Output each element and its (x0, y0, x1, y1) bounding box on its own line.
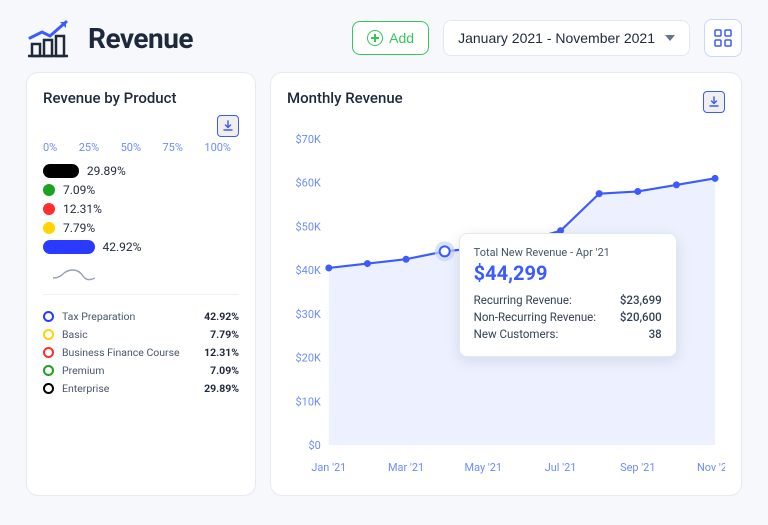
revenue-logo-icon (26, 18, 74, 58)
legend-value: 12.31% (204, 346, 239, 359)
bar-shape (43, 184, 55, 196)
tooltip-line: Recurring Revenue: $23,699 (474, 293, 662, 307)
monthly-revenue-card: Monthly Revenue $0 $10K $20K $30K $40K $50K $6… (270, 72, 742, 496)
tooltip-line: New Customers: 38 (474, 327, 662, 341)
tooltip-line-label: Non-Recurring Revenue: (474, 310, 596, 324)
legend-value: 7.09% (210, 364, 239, 377)
y-tick-label: $70K (296, 133, 321, 146)
tooltip-line-value: $23,699 (620, 293, 662, 307)
y-tick-label: $50K (296, 220, 321, 233)
download-icon (222, 120, 234, 132)
tooltip-value: $44,299 (474, 261, 662, 285)
legend-swatch-icon (43, 365, 54, 376)
product-bar-row: 42.92% (43, 240, 239, 254)
product-bars: 29.89% 7.09% 12.31% 7.79% 42.92% (43, 164, 239, 254)
bar-pct-label: 7.09% (63, 183, 95, 197)
legend-name: Enterprise (62, 382, 204, 395)
chart-marker (403, 256, 410, 263)
bar-pct-label: 42.92% (103, 240, 142, 254)
bar-pct-label: 7.79% (63, 221, 95, 235)
legend-name: Basic (62, 328, 210, 341)
chevron-down-icon (665, 35, 675, 41)
download-monthly-button[interactable] (703, 91, 725, 113)
monthly-chart: $0 $10K $20K $30K $40K $50K $60K $70K Jan '21 Mar… (287, 121, 725, 481)
legend-value: 7.79% (210, 328, 239, 341)
legend-swatch-icon (43, 329, 54, 340)
main-content: Revenue by Product 0% 25% 50% 75% 100% 29.89… (0, 72, 768, 514)
chart-marker (673, 181, 680, 188)
page-title: Revenue (88, 22, 193, 55)
legend-swatch-icon (43, 311, 54, 322)
tooltip-title: Total New Revenue - Apr '21 (474, 246, 662, 259)
chart-marker (364, 260, 371, 267)
revenue-by-product-card: Revenue by Product 0% 25% 50% 75% 100% 29.89… (26, 72, 256, 496)
page-header: Revenue Add January 2021 - November 2021 (0, 0, 768, 72)
chart-highlight-marker (440, 246, 450, 256)
bar-shape (43, 164, 79, 178)
tooltip-line-label: Recurring Revenue: (474, 293, 572, 307)
y-tick-label: $10K (296, 395, 321, 408)
x-tick-label: Sep '21 (620, 461, 655, 474)
legend-name: Tax Preparation (62, 310, 204, 323)
y-tick-label: $40K (296, 264, 321, 277)
chart-marker (596, 190, 603, 197)
legend-row: Premium7.09% (43, 364, 239, 377)
download-icon (708, 96, 720, 108)
grid-view-button[interactable] (704, 19, 742, 57)
legend-value: 42.92% (204, 310, 239, 323)
legend-value: 29.89% (204, 382, 239, 395)
legend-swatch-icon (43, 383, 54, 394)
plus-circle-icon (367, 30, 383, 46)
date-range-label: January 2021 - November 2021 (458, 30, 655, 46)
download-product-button[interactable] (217, 115, 239, 137)
y-tick-label: $20K (296, 352, 321, 365)
monthly-card-title: Monthly Revenue (287, 89, 403, 107)
axis-tick: 0% (43, 141, 57, 154)
legend-row: Business Finance Course12.31% (43, 346, 239, 359)
bar-shape (43, 222, 55, 234)
x-tick-label: Mar '21 (388, 461, 424, 474)
axis-tick: 75% (163, 141, 183, 154)
tooltip-line-value: 38 (649, 327, 662, 341)
y-tick-label: $0 (309, 439, 321, 452)
legend-name: Premium (62, 364, 210, 377)
y-tick-label: $30K (296, 308, 321, 321)
date-range-picker[interactable]: January 2021 - November 2021 (443, 20, 690, 56)
bar-pct-label: 29.89% (87, 164, 126, 178)
axis-tick: 100% (204, 141, 231, 154)
chart-marker (634, 188, 641, 195)
x-tick-label: Nov '21 (697, 461, 725, 474)
product-bar-row: 29.89% (43, 164, 239, 178)
grid-icon (714, 29, 732, 47)
product-bar-row: 7.09% (43, 183, 239, 197)
legend-swatch-icon (43, 347, 54, 358)
axis-tick: 50% (121, 141, 141, 154)
tooltip-line-label: New Customers: (474, 327, 559, 341)
product-card-title: Revenue by Product (43, 89, 176, 107)
add-button[interactable]: Add (352, 21, 429, 55)
product-bar-row: 7.79% (43, 221, 239, 235)
tooltip-line: Non-Recurring Revenue: $20,600 (474, 310, 662, 324)
product-bar-row: 12.31% (43, 202, 239, 216)
product-axis: 0% 25% 50% 75% 100% (43, 141, 239, 154)
add-button-label: Add (389, 30, 414, 46)
chart-marker (712, 175, 719, 182)
legend-row: Enterprise29.89% (43, 382, 239, 395)
chart-tooltip: Total New Revenue - Apr '21 $44,299 Recu… (459, 233, 677, 357)
tooltip-line-value: $20,600 (620, 310, 662, 324)
x-tick-label: Jan '21 (311, 461, 346, 474)
legend-row: Tax Preparation42.92% (43, 310, 239, 323)
bar-pct-label: 12.31% (63, 202, 102, 216)
legend-row: Basic7.79% (43, 328, 239, 341)
legend-name: Business Finance Course (62, 346, 204, 359)
bar-shape (43, 203, 55, 215)
chart-marker (325, 264, 332, 271)
product-legend: Tax Preparation42.92% Basic7.79% Business … (43, 294, 239, 395)
y-tick-label: $60K (296, 177, 321, 190)
bar-shape (43, 240, 95, 254)
axis-tick: 25% (79, 141, 99, 154)
x-tick-label: Jul '21 (545, 461, 577, 474)
x-tick-label: May '21 (465, 461, 503, 474)
sparkline-icon (53, 266, 239, 286)
